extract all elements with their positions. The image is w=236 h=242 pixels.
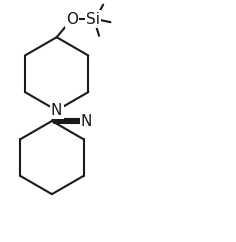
Text: Si: Si (86, 12, 100, 27)
Text: N: N (81, 113, 92, 129)
Text: N: N (51, 103, 62, 118)
Text: O: O (66, 12, 78, 27)
